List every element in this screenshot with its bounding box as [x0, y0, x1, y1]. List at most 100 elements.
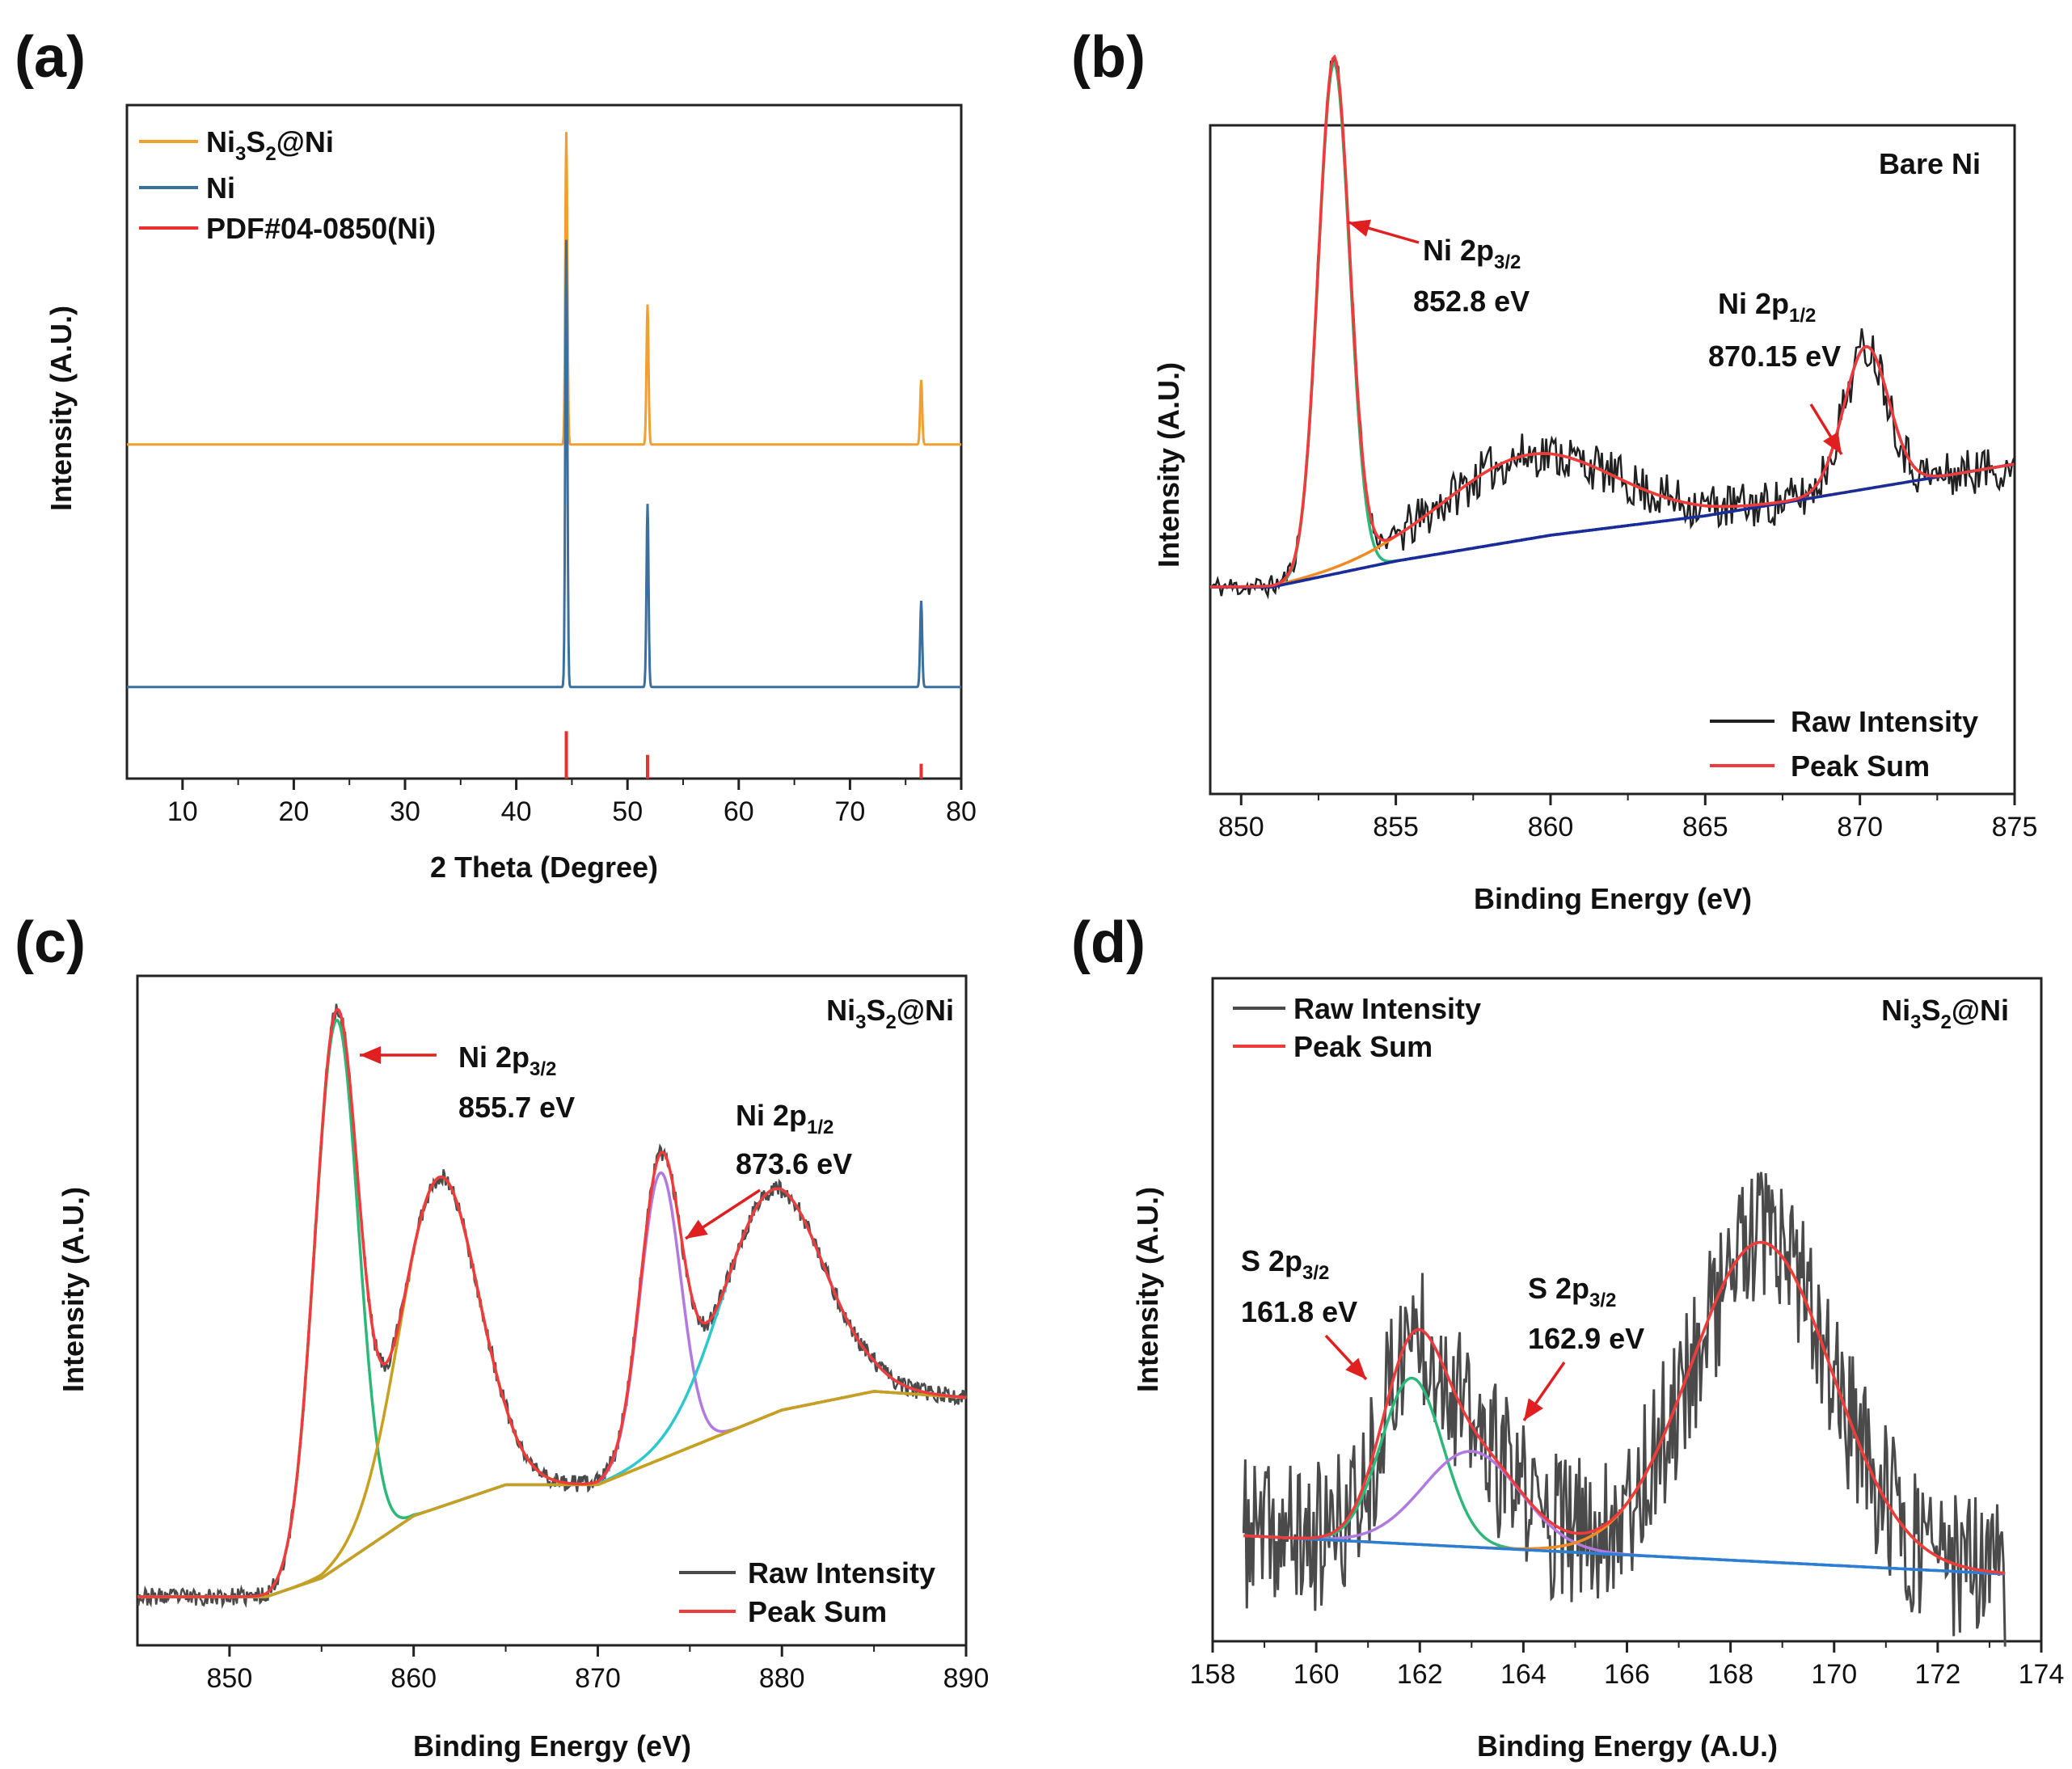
panel-a-curves — [127, 132, 961, 779]
arrow-head — [1348, 219, 1372, 237]
x-tick-label: 168 — [1707, 1659, 1753, 1690]
panel-b-y-label: Intensity (A.U.) — [1152, 362, 1185, 568]
panel-c-title: Ni3S2@Ni — [826, 994, 954, 1033]
x-tick-label: 870 — [575, 1663, 621, 1694]
xrd-series-ni3s2-ni — [127, 132, 961, 446]
panel-d-x-label: Binding Energy (A.U.) — [1477, 1729, 1778, 1763]
panel-d-curves — [1242, 1172, 2007, 1647]
peak-sum-line — [1243, 1240, 2006, 1575]
panel-c-x-label: Binding Energy (eV) — [413, 1729, 691, 1763]
x-tick-label: 860 — [390, 1663, 437, 1694]
x-tick-label: 50 — [612, 796, 643, 827]
panel-b-frame — [1209, 124, 2016, 796]
legend-b-entry-0: Raw Intensity — [1791, 705, 1978, 738]
background-line — [1210, 462, 2015, 589]
panel-b-annotation-0-value: 852.8 eV — [1413, 285, 1530, 318]
x-tick-label: 10 — [167, 796, 198, 827]
panel-d-title: Ni3S2@Ni — [1881, 994, 2009, 1033]
panel-d: (d) 158 160 162 164 166 168 170 172 174 Ni3S2@Ni… — [1071, 910, 2064, 1763]
x-tick-label: 850 — [1218, 812, 1264, 842]
panel-a-ticks: 10 20 30 40 50 60 70 80 — [167, 779, 977, 827]
arrow-head — [1524, 1398, 1543, 1421]
panel-c-label: (c) — [15, 910, 86, 975]
arrow-head — [1823, 432, 1842, 454]
x-tick-label: 40 — [501, 796, 532, 827]
x-tick-label: 80 — [946, 796, 977, 827]
x-tick-label: 162 — [1397, 1659, 1443, 1690]
panel-c-frame — [136, 974, 968, 1647]
legend-d-entry-0: Raw Intensity — [1293, 992, 1481, 1025]
panel-c-annotation-1-value: 873.6 eV — [736, 1147, 852, 1180]
panel-d-annotation-1-value: 162.9 eV — [1528, 1322, 1644, 1355]
panel-d-y-label: Intensity (A.U.) — [1131, 1187, 1164, 1392]
panel-c-ticks: 850 860 870 880 890 — [207, 1645, 990, 1694]
panel-b-title: Bare Ni — [1879, 147, 1981, 180]
panel-a-frame — [125, 103, 963, 780]
x-tick-label: 30 — [390, 796, 420, 827]
legend-a-entry-0: Ni3S2@Ni — [206, 125, 334, 165]
panel-d-annotation-0-value: 161.8 eV — [1241, 1295, 1357, 1328]
panel-d-annotation-1: S 2p3/2 — [1528, 1272, 1616, 1311]
panel-d-legend: Raw Intensity Peak Sum — [1233, 992, 1481, 1063]
panel-a: (a) 10 20 30 40 50 60 70 80 2 Theta (Degree) In… — [15, 25, 977, 884]
arrow-head — [1345, 1357, 1366, 1379]
x-tick-label: 174 — [2019, 1659, 2065, 1690]
x-tick-label: 875 — [1992, 812, 2038, 842]
panel-c-curves — [137, 1003, 968, 1610]
panel-c-y-label: Intensity (A.U.) — [57, 1187, 90, 1392]
legend-c-entry-0: Raw Intensity — [748, 1556, 935, 1590]
panel-b-ticks: 850 855 860 865 870 875 — [1218, 794, 2037, 842]
x-tick-label: 865 — [1682, 812, 1728, 842]
x-tick-label: 70 — [834, 796, 865, 827]
x-tick-label: 850 — [207, 1663, 253, 1694]
panel-a-label: (a) — [15, 25, 86, 90]
panel-d-annotation-0: S 2p3/2 — [1241, 1244, 1329, 1284]
panel-c-annotation-1: Ni 2p1/2 — [736, 1099, 833, 1138]
x-tick-label: 164 — [1500, 1659, 1547, 1690]
arrow-head — [360, 1046, 381, 1064]
x-tick-label: 20 — [278, 796, 309, 827]
peak-sum-line — [137, 1007, 967, 1598]
panel-a-x-label: 2 Theta (Degree) — [430, 851, 658, 884]
legend-a-entry-2: PDF#04-0850(Ni) — [206, 212, 436, 245]
legend-b-entry-1: Peak Sum — [1791, 749, 1930, 783]
x-tick-label: 880 — [759, 1663, 805, 1694]
x-tick-label: 855 — [1373, 812, 1419, 842]
x-tick-label: 60 — [724, 796, 754, 827]
panel-c-legend: Raw Intensity Peak Sum — [679, 1556, 935, 1628]
x-tick-label: 890 — [943, 1663, 990, 1694]
raw-intensity-line — [1242, 1172, 2007, 1647]
x-tick-label: 860 — [1528, 812, 1574, 842]
x-tick-label: 166 — [1604, 1659, 1650, 1690]
panel-a-y-label: Intensity (A.U.) — [44, 306, 78, 511]
legend-d-entry-1: Peak Sum — [1293, 1030, 1433, 1063]
panel-b-annotation-0: Ni 2p3/2 — [1423, 234, 1521, 273]
annotation-arrows — [360, 219, 1843, 1421]
x-tick-label: 172 — [1915, 1659, 1961, 1690]
legend-a-entry-1: Ni — [206, 171, 235, 205]
panel-d-label: (d) — [1071, 910, 1146, 975]
panel-b-x-label: Binding Energy (eV) — [1474, 882, 1752, 915]
panel-b-curves — [1209, 54, 2015, 600]
x-tick-label: 870 — [1837, 812, 1883, 842]
panel-a-legend: Ni3S2@Ni Ni PDF#04-0850(Ni) — [139, 125, 436, 245]
legend-c-entry-1: Peak Sum — [748, 1595, 887, 1628]
panel-c-annotation-0-value: 855.7 eV — [458, 1091, 575, 1124]
panel-b: (b) 850 855 860 865 870 875 Bare Ni Binding E… — [1071, 25, 2037, 915]
panel-b-legend: Raw Intensity Peak Sum — [1710, 705, 1978, 783]
x-tick-label: 158 — [1190, 1659, 1236, 1690]
arrow-head — [686, 1219, 708, 1239]
background-line — [1243, 1534, 2006, 1576]
panel-d-ticks: 158 160 162 164 166 168 170 172 174 — [1190, 1641, 2065, 1690]
xrd-series-ni — [127, 239, 961, 689]
background-line — [137, 1390, 967, 1598]
peak-sum-line — [1210, 54, 2015, 589]
x-tick-label: 160 — [1293, 1659, 1340, 1690]
panel-b-annotation-1: Ni 2p1/2 — [1718, 287, 1816, 327]
panel-b-label: (b) — [1071, 25, 1146, 90]
panel-c: (c) 850 860 870 880 890 Ni3S2@Ni Binding Ene… — [15, 910, 989, 1763]
panel-b-annotation-1-value: 870.15 eV — [1708, 340, 1841, 373]
panel-c-annotation-0: Ni 2p3/2 — [458, 1041, 556, 1080]
x-tick-label: 170 — [1811, 1659, 1857, 1690]
